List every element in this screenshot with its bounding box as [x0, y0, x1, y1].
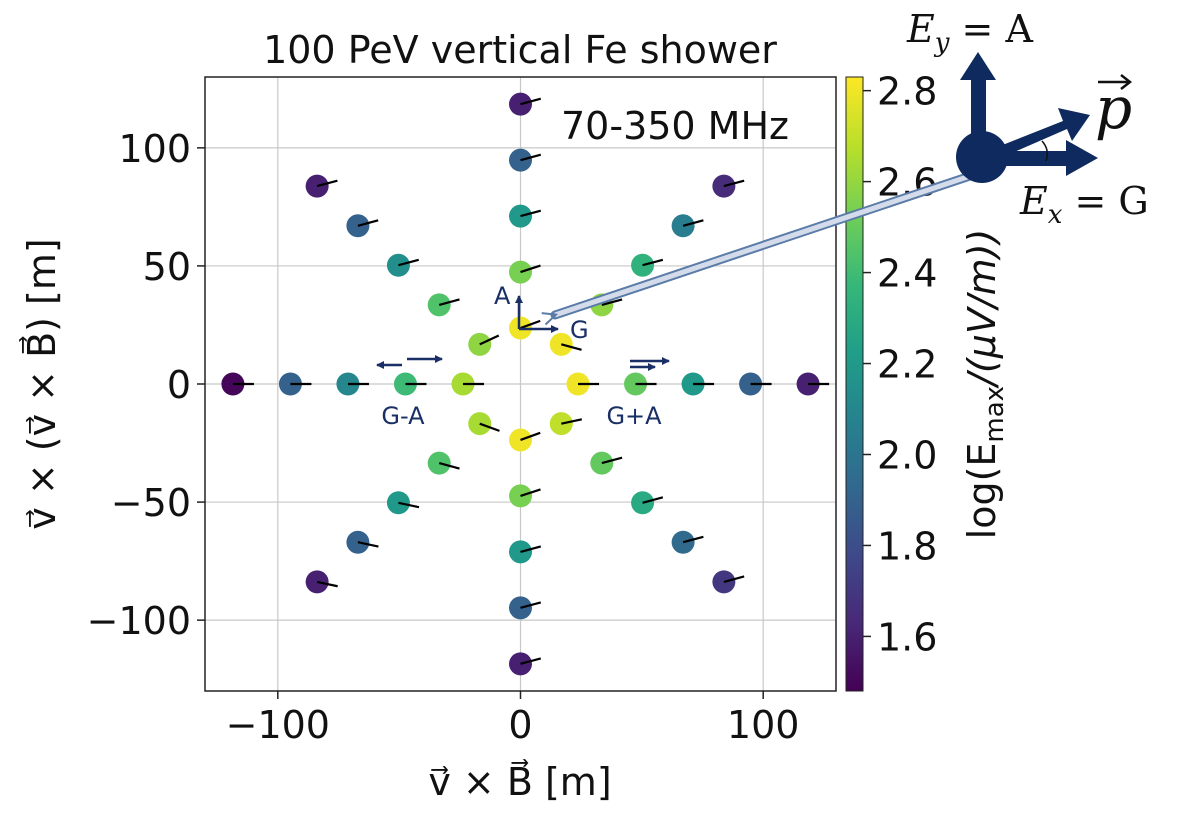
polarization-line: [357, 541, 379, 548]
colorbar-tick-label: 2.4: [877, 252, 937, 296]
polarization-line: [398, 501, 420, 509]
polarization-line: [723, 179, 745, 188]
y-tick-label: −50: [111, 481, 191, 525]
Ex-arrow-shaft: [1000, 151, 1070, 166]
polarization-line: [520, 153, 542, 162]
y-tick-label: 50: [143, 245, 191, 289]
polarization-line: [520, 97, 542, 106]
polarization-line: [357, 219, 379, 227]
polarization-line: [398, 258, 419, 267]
colorbar-tick-label: 2.2: [877, 343, 937, 387]
polarization-line: [520, 431, 541, 442]
Ey-arrow-head: [960, 52, 996, 80]
polarization-line: [642, 496, 664, 504]
polarization-line: [682, 535, 704, 544]
pointer-arrow: [555, 166, 990, 315]
polarization-line: [561, 418, 583, 425]
x-axis-label: v⃗ × B⃗ [m]: [428, 759, 611, 804]
y-tick-label: −100: [87, 599, 191, 643]
x-tick-label: 0: [508, 703, 532, 747]
p-vector-arrow: [1098, 74, 1133, 90]
geomagnetic-askaryan-annotation: A G G-A G+A: [376, 282, 670, 430]
colorbar-tick-label: 2.0: [877, 433, 937, 477]
colorbar-tick-label: 1.8: [877, 524, 937, 568]
polarization-inset: Ey = A Ex = G p: [906, 7, 1149, 230]
A-label: A: [494, 282, 511, 310]
polarization-line: [438, 298, 460, 306]
polarization-line: [601, 298, 623, 306]
frequency-band-label: 70-350 MHz: [561, 104, 789, 148]
colorbar-ticks: 1.61.82.02.22.42.62.8: [863, 70, 937, 659]
colorbar: [845, 76, 864, 692]
polarization-line: [316, 179, 338, 188]
colorbar-tick-label: 2.8: [877, 70, 937, 114]
origin-dot: [956, 131, 1008, 183]
axis-ticks: [197, 147, 764, 699]
p-arrow: [990, 108, 1090, 160]
y-tick-label: 0: [167, 363, 191, 407]
polarization-line: [682, 219, 704, 227]
data-point: [631, 491, 655, 515]
polarization-line: [316, 580, 338, 588]
Ex-label: Ex = G: [1019, 179, 1149, 230]
polarization-line: [560, 343, 582, 351]
polarization-line: [520, 545, 542, 553]
G-plus-A-label: G+A: [606, 402, 662, 430]
angle-arc: [1041, 140, 1049, 162]
polarization-line: [438, 462, 460, 470]
G-label: G: [570, 316, 589, 344]
polarization-line: [520, 601, 542, 609]
colorbar-tick-label: 1.6: [877, 615, 937, 659]
polarization-line: [723, 575, 745, 583]
axis-tick-labels: −100 0 100 −100 −50 0 50 100: [87, 127, 800, 747]
G-minus-A-label: G-A: [381, 402, 425, 430]
x-tick-label: −100: [226, 703, 330, 747]
data-points: [221, 92, 830, 676]
Ex-arrow-head: [1066, 140, 1098, 176]
y-tick-label: 100: [118, 127, 191, 171]
chart-title: 100 PeV vertical Fe shower: [263, 28, 777, 72]
polarization-line: [642, 258, 664, 267]
x-tick-label: 100: [727, 703, 800, 747]
Ey-label: Ey = A: [906, 7, 1033, 58]
polarization-line: [520, 264, 541, 274]
polarization-line: [520, 657, 542, 665]
colorbar-label: log(Emax/(μV/m)): [960, 229, 1010, 540]
polarization-line: [479, 422, 500, 432]
y-axis-label: v⃗ × (v⃗ × B⃗) [m]: [19, 238, 64, 529]
polarization-line: [520, 209, 542, 218]
polarization-line: [520, 319, 541, 330]
polarization-line: [601, 456, 623, 465]
polarization-line: [479, 334, 500, 346]
polarization-line: [520, 488, 541, 497]
